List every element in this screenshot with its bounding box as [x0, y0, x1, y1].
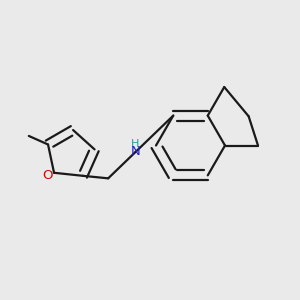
Text: O: O	[42, 169, 53, 182]
Text: N: N	[130, 146, 140, 158]
Text: H: H	[131, 140, 140, 149]
